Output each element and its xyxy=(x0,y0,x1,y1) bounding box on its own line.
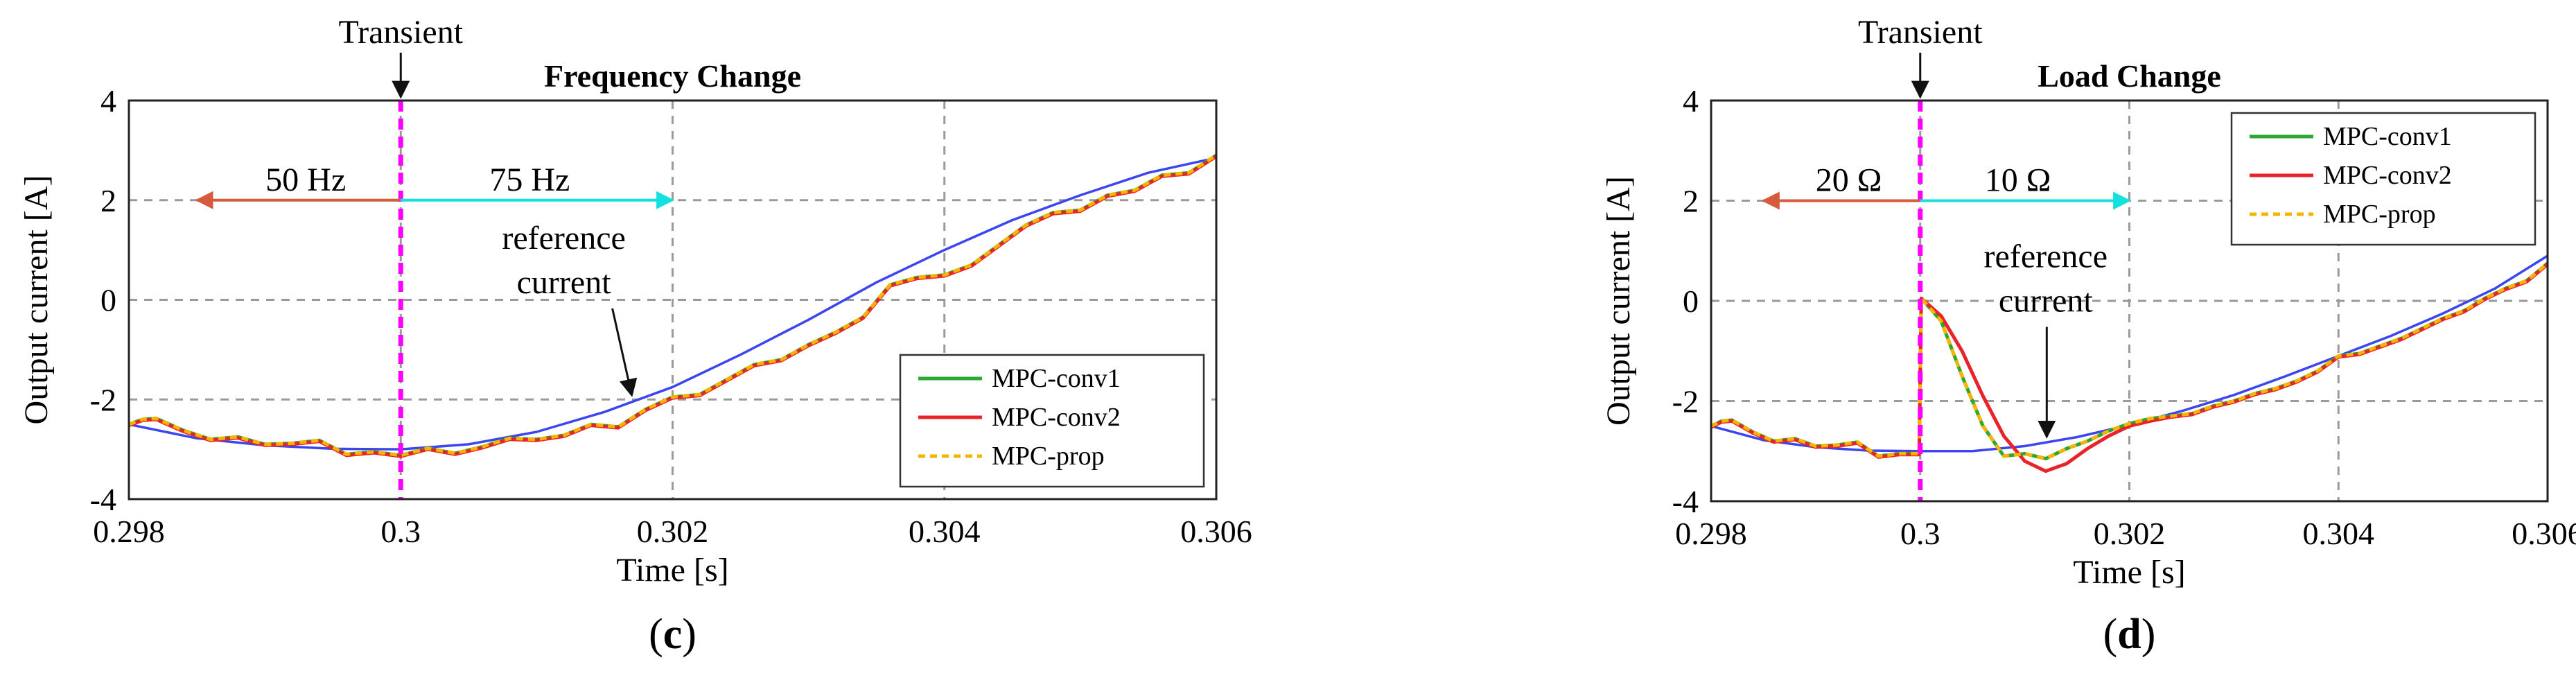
panel-c-xlabel: Time [s] xyxy=(616,552,728,589)
panel-c-ref-arrow xyxy=(611,308,638,397)
panel-d-panel-label: (d) xyxy=(2103,611,2156,658)
panel-c-transient-label: Transient xyxy=(338,14,463,51)
panel-d-frame xyxy=(1710,99,2549,503)
panel-c-title: Frequency Change xyxy=(544,58,801,94)
panel-d-legend-entry: MPC-prop xyxy=(2323,200,2436,229)
panel-d-ytick-label: 0 xyxy=(1683,284,1699,319)
panel-c-frame xyxy=(128,99,1218,501)
panel-d-xtick-label: 0.3 xyxy=(1900,516,1940,551)
panel-c-panel-label: (c) xyxy=(649,611,696,658)
panel-c-xtick-label: 0.306 xyxy=(1180,514,1252,549)
panel-c-xtick-label: 0.298 xyxy=(93,514,165,549)
panel-d-ytick-label: -2 xyxy=(1672,384,1699,419)
panel-d-ytick-label: 2 xyxy=(1683,184,1699,219)
panel-d-transient-label: Transient xyxy=(1858,14,1983,51)
panel-d-before-label: 20 Ω xyxy=(1816,162,1882,199)
panel-c-xtick-label: 0.302 xyxy=(637,514,709,549)
panel-c-ytick-label: 4 xyxy=(100,83,116,119)
panel-c: 0.298 0.3 0.302 0.304 0.306 4 2 0 -2 -4 Time [s] Ou… xyxy=(18,14,1252,658)
panel-c-ref-label-line2: current xyxy=(517,264,612,301)
panel-d-legend-entry: MPC-conv2 xyxy=(2323,161,2452,190)
panel-c-xtick-label: 0.304 xyxy=(909,514,981,549)
panel-d-xtick-label: 0.306 xyxy=(2512,516,2576,551)
panel-d-xlabel: Time [s] xyxy=(2073,554,2185,591)
panel-c-ytick-label: -4 xyxy=(90,482,116,517)
panel-c-ytick-label: -2 xyxy=(90,382,116,417)
panel-d-legend-entry: MPC-conv1 xyxy=(2323,122,2452,151)
panel-d-ylabel: Output current [A] xyxy=(1600,176,1637,426)
panel-c-legend-entry: MPC-prop xyxy=(992,442,1105,471)
panel-c-ref-label-line1: reference xyxy=(502,220,625,256)
panel-d-title: Load Change xyxy=(2038,58,2221,94)
panel-d-xtick-label: 0.304 xyxy=(2303,516,2375,551)
panel-c-series-mpc-conv2 xyxy=(128,155,1218,458)
panel-d-ytick-label: -4 xyxy=(1672,484,1699,519)
panel-d-xtick-label: 0.298 xyxy=(1675,516,1747,551)
panel-c-legend-entry: MPC-conv1 xyxy=(992,364,1121,393)
panel-d: 0.298 0.3 0.302 0.304 0.306 4 2 0 -2 -4 Time [s] Ou… xyxy=(1600,14,2576,658)
panel-d-ytick-label: 4 xyxy=(1683,83,1699,119)
panel-d-after-label: 10 Ω xyxy=(1985,162,2051,199)
panel-d-series-mpc-prop xyxy=(1710,261,2549,461)
panel-c-ytick-label: 0 xyxy=(100,283,116,318)
panel-c-ylabel: Output current [A] xyxy=(18,175,55,425)
panel-d-panel-letter: d xyxy=(2117,611,2141,658)
panel-c-legend-entry: MPC-conv2 xyxy=(992,403,1121,432)
panel-c-series-reference-current xyxy=(128,156,1217,451)
panel-d-ref-label-line1: reference xyxy=(1984,238,2108,275)
panel-c-xtick-label: 0.3 xyxy=(381,514,421,549)
panel-d-ref-label-line2: current xyxy=(1999,283,2094,320)
panel-c-after-label: 75 Hz xyxy=(489,162,570,198)
panel-c-ytick-label: 2 xyxy=(100,183,116,218)
panel-d-xtick-label: 0.302 xyxy=(2094,516,2166,551)
panel-c-before-label: 50 Hz xyxy=(265,162,346,198)
panel-c-panel-letter: c xyxy=(663,611,683,658)
